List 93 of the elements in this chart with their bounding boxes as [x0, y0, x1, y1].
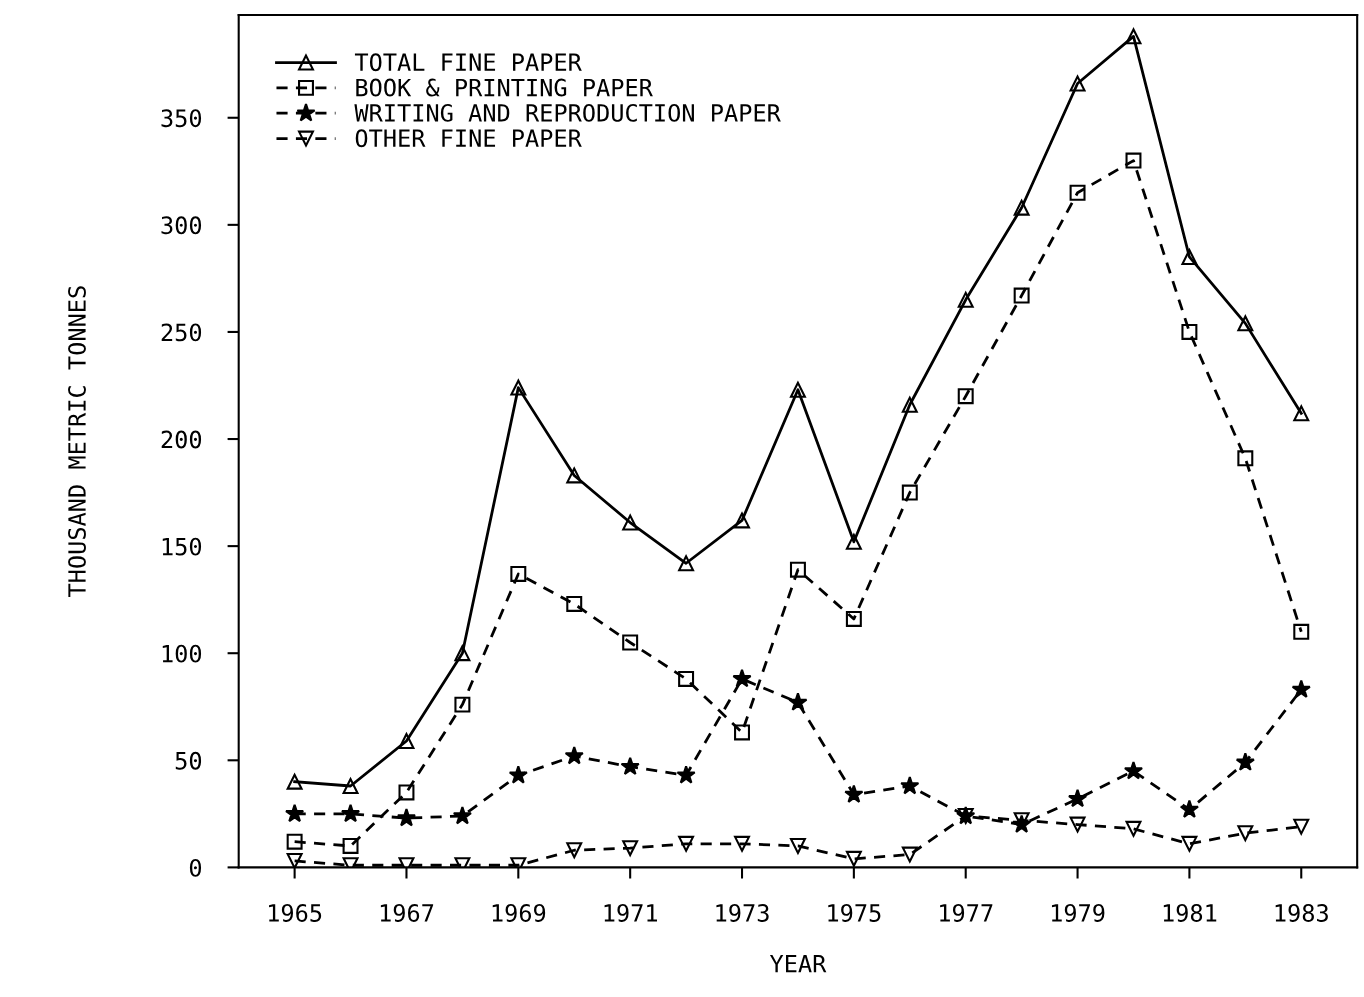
point — [1179, 799, 1200, 818]
point — [398, 733, 415, 750]
point — [678, 555, 695, 572]
point — [1125, 152, 1142, 169]
point — [286, 773, 303, 790]
point — [1013, 199, 1030, 216]
point — [1291, 679, 1311, 698]
point — [788, 692, 808, 711]
point — [734, 512, 750, 529]
legend-label: TOTAL FINE PAPER — [354, 53, 582, 72]
point — [1125, 28, 1142, 45]
point — [678, 835, 695, 852]
x-tick-label: 1965 — [269, 904, 322, 922]
point — [452, 805, 473, 825]
point — [566, 595, 583, 612]
point — [845, 533, 862, 550]
point — [1067, 788, 1088, 808]
point — [454, 696, 471, 713]
point — [957, 291, 974, 308]
point — [508, 765, 528, 784]
x-tick-label: 1981 — [1163, 904, 1217, 922]
point — [622, 840, 639, 857]
point — [789, 561, 806, 578]
legend-label: WRITING AND REPRODUCTION PAPER — [354, 103, 781, 122]
point — [845, 850, 862, 867]
y-tick-label: 100 — [162, 644, 202, 663]
legend-label: OTHER FINE PAPER — [355, 129, 582, 148]
point — [1237, 450, 1254, 467]
y-tick-label: 300 — [161, 216, 202, 235]
point — [398, 784, 415, 801]
point — [342, 837, 359, 854]
point — [1293, 623, 1310, 640]
point — [789, 837, 806, 854]
point — [622, 634, 639, 651]
point — [957, 388, 974, 405]
point — [285, 803, 305, 823]
x-tick-label: 1971 — [604, 904, 657, 922]
point — [1013, 287, 1030, 304]
point — [454, 645, 471, 662]
x-tick-label: 1969 — [492, 904, 546, 922]
point — [901, 846, 918, 863]
y-tick-label: 0 — [189, 858, 202, 877]
point — [564, 745, 584, 765]
point — [1181, 248, 1198, 265]
point — [1123, 760, 1144, 780]
x-tick-label: 1967 — [380, 904, 434, 922]
x-tick-label: 1983 — [1275, 904, 1328, 922]
y-tick-label: 200 — [161, 430, 202, 449]
point — [342, 778, 359, 794]
legend-label: BOOK & PRINTING PAPER — [356, 78, 653, 97]
point — [1237, 825, 1254, 842]
point — [789, 381, 806, 398]
y-tick-label: 50 — [175, 751, 202, 770]
point — [620, 756, 640, 776]
point — [1181, 835, 1198, 852]
point — [1125, 820, 1142, 837]
point — [1013, 812, 1030, 829]
y-tick-label: 150 — [162, 537, 202, 556]
point — [676, 765, 696, 784]
point — [1069, 816, 1086, 833]
y-tick-label: 250 — [161, 323, 202, 342]
y-tick-label: 350 — [161, 109, 202, 128]
point — [900, 775, 920, 795]
point — [844, 784, 864, 803]
point — [734, 724, 750, 741]
point — [1069, 75, 1086, 92]
x-tick-label: 1977 — [940, 904, 993, 922]
point — [845, 610, 862, 627]
point — [1235, 752, 1255, 771]
point — [396, 808, 417, 827]
point — [622, 514, 639, 531]
point — [286, 833, 303, 850]
point — [1293, 818, 1310, 835]
x-axis-title: YEAR — [769, 955, 827, 973]
point — [901, 484, 918, 501]
x-tick-label: 1979 — [1051, 904, 1105, 922]
y-axis-title: THOUSAND METRIC TONNES — [68, 286, 86, 597]
point — [566, 842, 583, 859]
point — [734, 835, 750, 852]
point — [566, 467, 583, 484]
point — [340, 803, 361, 823]
x-tick-label: 1975 — [828, 904, 881, 922]
point — [510, 565, 527, 582]
point — [732, 668, 752, 688]
point — [678, 670, 695, 687]
point — [1181, 323, 1198, 340]
point — [510, 379, 527, 396]
point — [286, 852, 303, 868]
point — [1237, 315, 1254, 332]
point — [901, 396, 918, 413]
point — [1293, 405, 1310, 422]
point — [1069, 184, 1086, 201]
x-tick-label: 1973 — [716, 904, 769, 922]
